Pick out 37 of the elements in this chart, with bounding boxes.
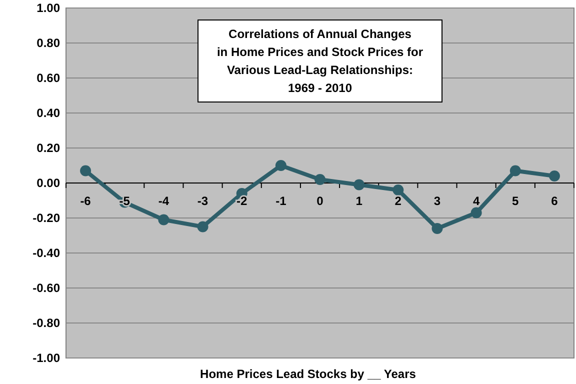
x-tick-label: -3 [197, 194, 208, 208]
y-tick-label: 0.40 [36, 106, 60, 120]
x-tick-label: 3 [434, 194, 441, 208]
y-tick-label: 0.20 [36, 141, 60, 156]
point [548, 170, 560, 182]
text: Correlations of Annual Changes in Home Prices and Stock Prices for Various Lead-Lag Relationships: 1969 - 2010 [216, 27, 424, 95]
point [275, 160, 286, 171]
x-axis-title: Home Prices Lead Stocks by __ Years [200, 367, 416, 381]
point [432, 223, 443, 234]
point [354, 179, 365, 190]
point [80, 165, 92, 176]
x-tick-label: -4 [158, 194, 170, 208]
y-tick-label: -0.40 [32, 246, 60, 260]
x-tick-label: -1 [276, 194, 287, 208]
x-tick-label: -2 [236, 194, 248, 208]
y-tick-label: -0.80 [32, 316, 60, 330]
y-tick-label: 0.60 [36, 71, 60, 86]
y-tick-label: 0.80 [36, 36, 60, 50]
point [197, 221, 208, 232]
x-tick-label: 4 [472, 194, 480, 208]
y-tick-label: -0.60 [32, 281, 60, 296]
point [158, 214, 170, 226]
point [392, 184, 404, 196]
x-tick-label: 1 [356, 194, 363, 208]
point [314, 174, 326, 185]
x-tick-label: -6 [80, 194, 92, 208]
y-tick-label: 0.00 [36, 176, 60, 190]
x-tick-label: 6 [551, 194, 558, 208]
x-tick-label: 0 [316, 194, 324, 208]
y-tick-label: -0.20 [32, 211, 60, 226]
y-tick-label: -1.00 [32, 351, 60, 366]
point [470, 207, 482, 218]
x-tick-label: 5 [512, 194, 520, 208]
point [510, 165, 521, 176]
x-tick-label: 2 [394, 194, 402, 208]
x-tick-label: -5 [119, 194, 130, 208]
y-tick-label: 1.00 [36, 1, 60, 16]
